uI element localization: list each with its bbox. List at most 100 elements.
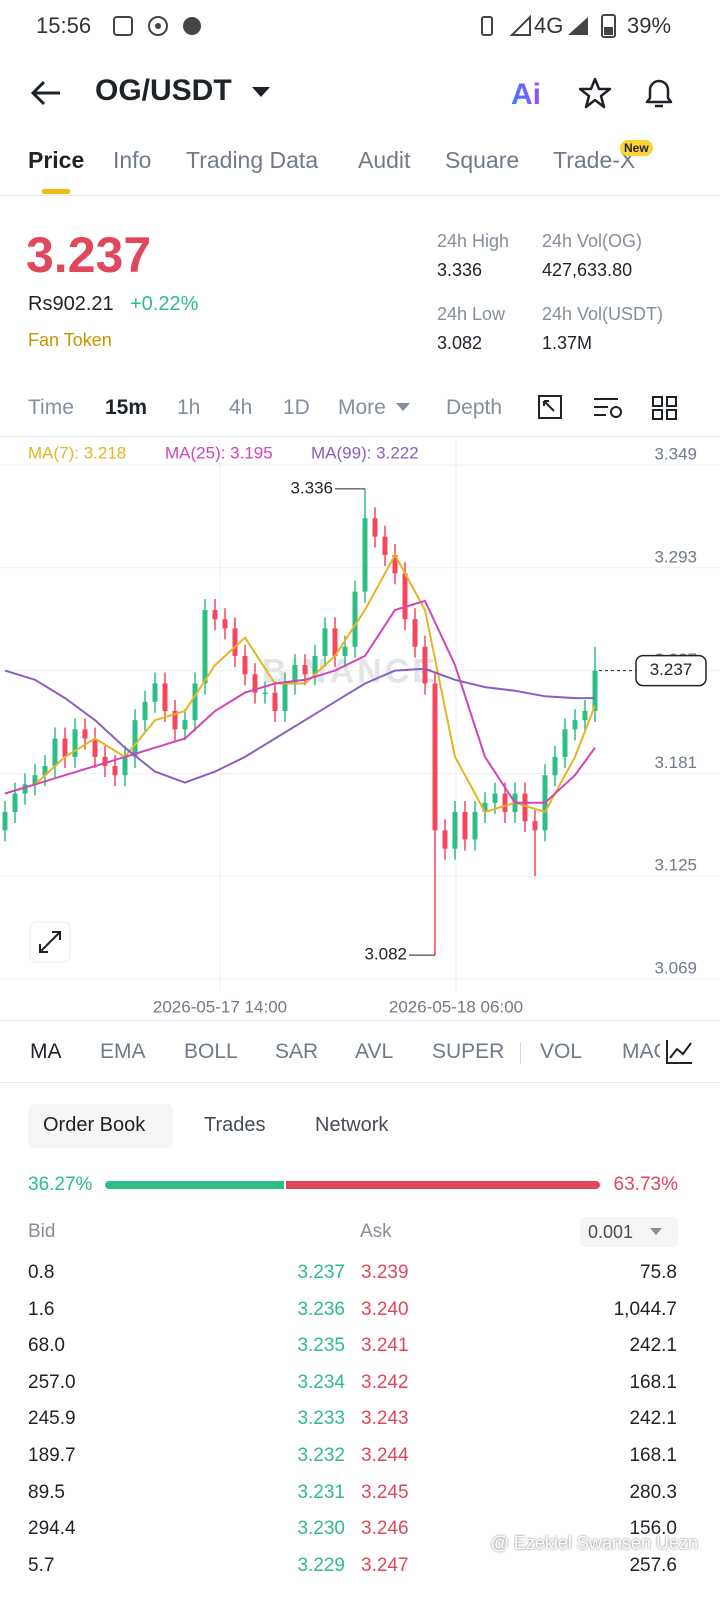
- bid-price[interactable]: 3.233: [297, 1408, 345, 1430]
- ask-price[interactable]: 3.245: [361, 1481, 409, 1503]
- bid-quantity: 0.8: [28, 1262, 55, 1283]
- indicator-settings[interactable]: [664, 1038, 694, 1066]
- interval[interactable]: 1D: [283, 396, 310, 419]
- candle-body: [212, 610, 218, 620]
- candle-body: [422, 646, 428, 684]
- stat-label: 24h Vol(USDT): [542, 304, 664, 324]
- candle-body: [462, 811, 468, 840]
- indicator-tab[interactable]: VOL: [540, 1040, 583, 1063]
- candle-body: [72, 729, 78, 757]
- indicator-tab[interactable]: BOLL: [184, 1040, 238, 1063]
- orderbook-tab[interactable]: Network: [315, 1114, 389, 1136]
- tab[interactable]: Square: [445, 147, 520, 173]
- status-time: 15:56: [36, 13, 92, 38]
- indicator-tab[interactable]: EMA: [100, 1040, 146, 1063]
- chart-tools[interactable]: [536, 393, 682, 423]
- new-badge: New: [620, 140, 653, 156]
- stat-value: 3.336: [437, 260, 483, 280]
- bid-price[interactable]: 3.236: [297, 1298, 345, 1320]
- precision-value[interactable]: 0.001: [588, 1222, 634, 1242]
- candle-body: [112, 766, 118, 776]
- indicator-tab[interactable]: AVL: [355, 1040, 394, 1063]
- candle-body: [2, 811, 8, 831]
- back-button[interactable]: [28, 78, 64, 108]
- precision-caret: [650, 1228, 662, 1235]
- candle-body: [452, 811, 458, 849]
- ask-price[interactable]: 3.244: [361, 1445, 409, 1466]
- candle-body: [362, 518, 368, 592]
- x-tick-label: 2026-05-17 14:00: [153, 997, 287, 1016]
- ask-price[interactable]: 3.247: [361, 1554, 409, 1576]
- bid-price[interactable]: 3.229: [297, 1554, 345, 1576]
- active-tab-pill: [28, 1104, 173, 1148]
- candle-body: [352, 591, 358, 647]
- price-box: [635, 654, 707, 687]
- price-change: +0.22%: [130, 293, 199, 315]
- tab[interactable]: Price: [28, 147, 85, 173]
- indicator-tab[interactable]: SUPER: [432, 1040, 505, 1063]
- interval[interactable]: 1h: [177, 396, 201, 419]
- bid-quantity: 245.9: [28, 1408, 76, 1430]
- alert-button[interactable]: [641, 75, 677, 111]
- orderbook-tab[interactable]: Trades: [204, 1114, 266, 1136]
- precision-selector[interactable]: [580, 1217, 678, 1247]
- tab[interactable]: Info: [113, 147, 152, 173]
- candle-body: [502, 793, 508, 812]
- token-tag[interactable]: Fan Token: [28, 330, 112, 350]
- ask-price[interactable]: 3.242: [361, 1371, 409, 1393]
- orderbook-tab[interactable]: Order Book: [43, 1114, 146, 1136]
- interval[interactable]: Time: [28, 396, 74, 419]
- ask-price[interactable]: 3.246: [361, 1518, 409, 1540]
- indicator-tab[interactable]: MACD: [622, 1040, 660, 1063]
- ask-quantity: 156.0: [629, 1518, 677, 1540]
- tab[interactable]: Trading Data: [186, 147, 319, 173]
- bid-price[interactable]: 3.237: [297, 1262, 345, 1283]
- ask-price[interactable]: 3.241: [361, 1335, 409, 1357]
- ma-line: [4, 667, 595, 784]
- ask-price[interactable]: 3.239: [361, 1262, 409, 1283]
- bid-quantity: 294.4: [28, 1518, 76, 1540]
- indicator-tab[interactable]: SAR: [275, 1040, 319, 1063]
- candle-body: [242, 655, 248, 675]
- candle-body: [382, 536, 388, 555]
- ask-quantity: 257.6: [629, 1554, 677, 1576]
- bid-price[interactable]: 3.235: [297, 1335, 345, 1357]
- battery-icon: [601, 14, 616, 38]
- bid-price[interactable]: 3.231: [297, 1481, 345, 1503]
- candle-body: [532, 821, 538, 831]
- pair-dropdown[interactable]: [250, 84, 272, 100]
- indicator-tab[interactable]: MA: [30, 1040, 62, 1063]
- candle-body: [202, 610, 208, 684]
- ma-line: [4, 552, 596, 814]
- last-price: 3.237: [26, 227, 152, 283]
- candle-body: [222, 619, 228, 629]
- ask-quantity: 280.3: [629, 1481, 677, 1503]
- ask-price[interactable]: 3.240: [361, 1298, 409, 1320]
- bid-price[interactable]: 3.234: [297, 1371, 345, 1393]
- interval[interactable]: Depth: [446, 396, 503, 419]
- divider: [0, 195, 720, 196]
- bid-price[interactable]: 3.230: [297, 1518, 345, 1540]
- candle-body: [122, 756, 128, 776]
- legend-entry: MA(99): 3.222: [311, 443, 419, 462]
- interval[interactable]: 4h: [229, 396, 253, 419]
- candle-body: [592, 670, 598, 711]
- interval[interactable]: More: [338, 396, 386, 419]
- status-icons: [113, 16, 201, 36]
- tab[interactable]: Audit: [358, 147, 411, 173]
- low-label: 3.082: [364, 945, 407, 964]
- bid-price[interactable]: 3.232: [297, 1445, 345, 1466]
- candle-body: [492, 793, 498, 803]
- candle-body: [342, 646, 348, 656]
- bid-quantity: 89.5: [28, 1481, 65, 1503]
- ai-button[interactable]: Ai: [505, 74, 557, 114]
- ai-label[interactable]: Ai: [511, 78, 541, 111]
- candle-body: [302, 665, 308, 675]
- stat-value: 1.37M: [542, 333, 593, 353]
- candle-body: [312, 655, 318, 675]
- favorite-button[interactable]: [578, 76, 612, 110]
- ask-price[interactable]: 3.243: [361, 1408, 409, 1430]
- interval[interactable]: 15m: [105, 396, 148, 419]
- pair-title[interactable]: OG/USDT: [95, 74, 232, 107]
- stat-value: 3.082: [437, 333, 483, 353]
